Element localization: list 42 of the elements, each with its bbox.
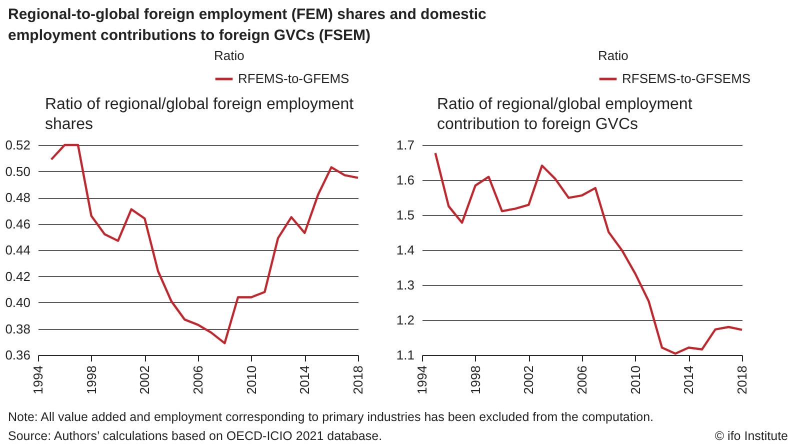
x-tick-label: 2006 <box>190 366 206 394</box>
x-tick-label: 2014 <box>681 366 696 394</box>
y-tick-label: 1.7 <box>396 138 414 152</box>
y-tick-label: 0.48 <box>5 190 30 205</box>
y-tick-label: 0.38 <box>5 321 30 336</box>
legend-title: Ratio <box>598 48 628 63</box>
y-tick-label: 0.44 <box>5 242 30 258</box>
y-tick-label: 1.4 <box>396 242 414 258</box>
y-tick-label: 0.52 <box>5 138 30 152</box>
chart-title: Regional-to-global foreign employment (FEM) shares and domestic employment contributions to foreign GVCs (FSEM) <box>8 5 488 46</box>
x-tick-label: 2002 <box>137 366 152 394</box>
y-tick-label: 1.5 <box>396 208 414 222</box>
text: Note: All value added and employment corresponding to primary industries has been excluded from the computation. <box>8 409 655 426</box>
line-series <box>50 144 360 344</box>
y-tick-label: 0.36 <box>5 348 30 362</box>
x-tick-label: 1994 <box>414 366 430 394</box>
y-tick-label: 1.3 <box>396 278 414 292</box>
y-tick-label: 0.42 <box>5 268 30 284</box>
text: © ifo Institute <box>714 428 788 445</box>
source-note: Source: Authors’ calculations based on OECD-ICIO 2021 database. <box>8 429 382 443</box>
line-series <box>434 152 744 355</box>
y-tick-label: 1.2 <box>396 312 414 328</box>
chart-subtitle: Ratio of regional/global foreign employment shares <box>45 95 355 135</box>
x-tick-label: 2018 <box>734 366 750 394</box>
chart-subtitle: Ratio of regional/global employment contribution to foreign GVCs <box>437 95 694 135</box>
y-tick-label: 0.46 <box>5 216 30 232</box>
x-tick-label: 2014 <box>297 366 312 394</box>
y-tick-label: 1.1 <box>396 348 414 362</box>
x-tick-label: 2018 <box>350 366 366 394</box>
x-tick-label: 1994 <box>30 366 46 394</box>
x-tick-label: 2010 <box>628 366 643 394</box>
legend-label: RFEMS-to-GFEMS <box>238 71 350 86</box>
x-tick-label: 2002 <box>521 366 536 394</box>
x-tick-label: 1998 <box>468 366 483 394</box>
x-tick-label: 2010 <box>244 366 259 394</box>
x-tick-label: 1998 <box>84 366 99 394</box>
y-tick-label: 0.40 <box>5 295 30 310</box>
y-tick-label: 1.6 <box>396 172 414 188</box>
legend-title: Ratio <box>214 48 244 63</box>
x-tick-label: 2006 <box>574 366 590 394</box>
y-tick-label: 0.50 <box>5 164 30 179</box>
legend-label: RFSEMS-to-GFSEMS <box>622 71 751 86</box>
